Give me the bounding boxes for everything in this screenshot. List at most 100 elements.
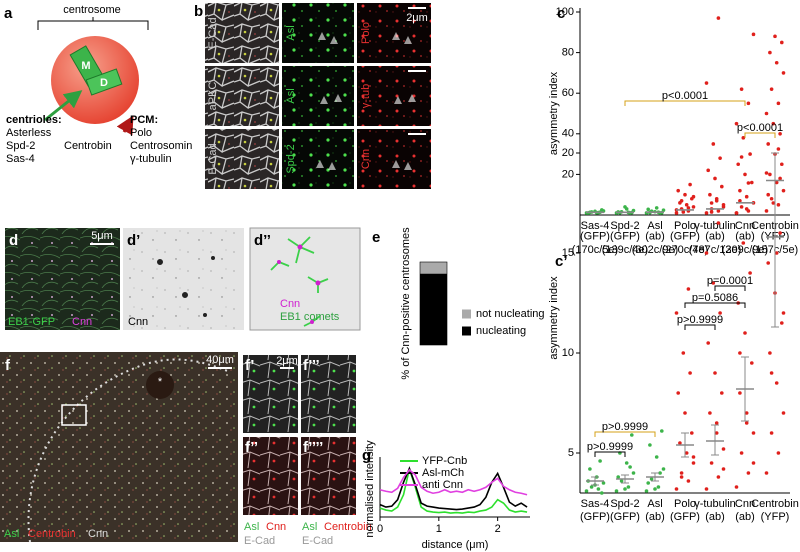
data-point: [748, 271, 752, 275]
label: Asl: [285, 88, 297, 103]
outline: [27, 358, 231, 543]
data-point: [716, 221, 721, 225]
data-point: [711, 281, 716, 285]
x-tick-label: γ-tubulin: [694, 498, 736, 510]
data-point: [631, 471, 636, 475]
x-tick-label: (ab): [645, 511, 665, 523]
data-point: [744, 421, 749, 425]
x-tick-label: 1: [436, 523, 442, 535]
label: Spd-2: [6, 140, 35, 152]
data-point: [678, 441, 682, 445]
data-point: [776, 101, 781, 106]
x-tick-label: (ab): [735, 230, 755, 242]
panel-label: f: [5, 357, 11, 374]
data-point: [716, 209, 721, 213]
data-point: [708, 192, 712, 197]
x-tick-label: (GFP): [670, 230, 700, 242]
x-tick-label: Centrobin: [751, 498, 799, 510]
x-tick-label: (GFP): [670, 511, 700, 523]
data-point: [649, 477, 654, 481]
label: Cnn: [280, 298, 300, 310]
legend-label: anti Cnn: [422, 479, 463, 491]
data-point: [743, 172, 747, 177]
data-point: [741, 241, 746, 245]
significance-bracket: [684, 302, 746, 308]
data-point: [653, 487, 657, 491]
label: Asl: [302, 521, 317, 533]
label: Polo: [360, 22, 372, 44]
y-tick-label: 60: [562, 87, 574, 99]
data-point: [720, 391, 724, 395]
data-point: [778, 176, 782, 181]
data-point: [781, 71, 786, 75]
sample-size: (270c/7e): [662, 244, 708, 256]
data-point: [764, 209, 769, 213]
data-point: [734, 121, 739, 126]
data-point: [751, 431, 756, 435]
p-value-label: p>0.9999: [587, 441, 633, 453]
label: Polo: [130, 127, 152, 139]
data-point: [748, 152, 752, 156]
data-point: [734, 485, 739, 489]
y-tick-label: 40: [562, 128, 574, 140]
scale-label: 2μm: [276, 355, 298, 367]
data-point: [684, 451, 689, 455]
x-tick-label: (YFP): [761, 511, 790, 523]
x-tick-label: Polo: [674, 498, 696, 510]
label: Centrobin: [64, 140, 112, 152]
micrograph: [357, 66, 431, 126]
data-point: [771, 121, 776, 126]
data-point: [616, 475, 620, 479]
panel-label: c’: [555, 253, 568, 270]
label: Centrosomin: [130, 140, 192, 152]
y-tick-label: 10: [562, 347, 574, 359]
data-point: [766, 142, 770, 146]
label: centrosome: [63, 4, 120, 16]
bar-segment: [420, 262, 447, 274]
dark-region: [146, 371, 174, 399]
data-point: [648, 443, 652, 447]
data-point: [688, 182, 692, 187]
bar-outline: [419, 261, 448, 346]
scale-label: 5μm: [91, 230, 113, 242]
data-point: [628, 465, 632, 469]
sample-size: (302c/9e): [632, 244, 678, 256]
error-bar: [651, 472, 659, 482]
x-tick-label: (GFP): [610, 511, 640, 523]
daughter-centriole: [85, 68, 123, 96]
data-point: [588, 467, 592, 471]
data-point: [751, 461, 756, 465]
label: γ-tubulin: [130, 153, 172, 165]
data-point: [704, 487, 709, 491]
data-point: [704, 81, 709, 85]
y-axis-label: % of Cnn-positive centrosomes: [400, 227, 412, 380]
p-value-label: p>0.9999: [602, 421, 648, 433]
data-point: [776, 203, 781, 207]
micrograph: [205, 129, 279, 189]
data-point: [656, 485, 661, 489]
data-point: [768, 351, 772, 355]
data-point: [624, 461, 629, 465]
label: Spd-2: [285, 144, 297, 173]
label: *: [158, 376, 163, 388]
x-tick-label: Cnn: [735, 498, 755, 510]
data-point: [706, 341, 710, 345]
panel-label: c: [557, 5, 565, 22]
data-point: [626, 485, 631, 489]
label: Centrobin: [28, 528, 76, 540]
data-point: [711, 142, 716, 146]
data-point: [778, 132, 782, 136]
micrograph: [205, 66, 279, 126]
bar-segment: [420, 273, 447, 345]
micrograph: [205, 3, 279, 63]
data-point: [704, 251, 709, 255]
data-point: [774, 180, 779, 185]
label: E-Cad: [244, 535, 275, 547]
micrograph: [301, 437, 356, 515]
data-point: [691, 205, 696, 209]
data-point: [736, 162, 740, 167]
micrograph: [357, 129, 431, 189]
data-point: [738, 198, 742, 203]
data-point: [721, 447, 726, 451]
data-point: [774, 381, 779, 385]
